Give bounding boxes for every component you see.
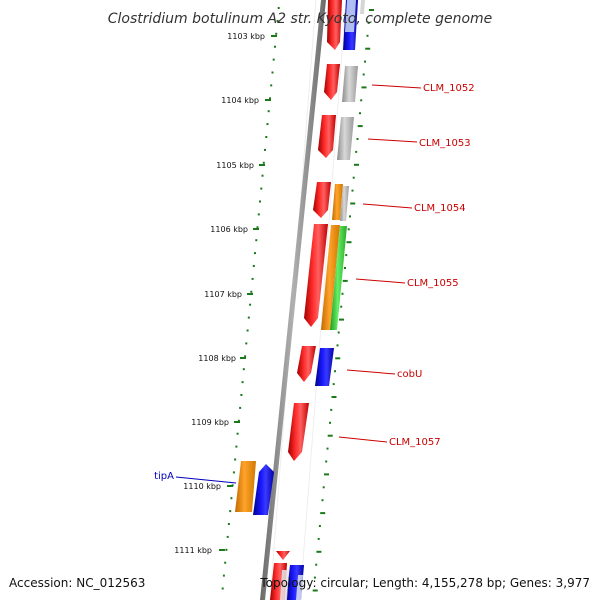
- gene-label-clm-1054: CLM_1054: [414, 203, 466, 214]
- gene-arrow-blue: [253, 464, 274, 515]
- gene-label-clm-1053: CLM_1053: [419, 138, 471, 149]
- scale-tick-labels: 1103 kbp 1104 kbp 1105 kbp 1106 kbp 1107…: [174, 32, 265, 555]
- gene-arrow-red: [318, 115, 336, 158]
- gene-labels: CLM_1052 CLM_1053 CLM_1054 CLM_1055 cobU…: [154, 83, 475, 482]
- gene-arrow-red: [276, 551, 290, 560]
- gene-arrow-green: [330, 226, 347, 330]
- leader-line: [175, 476, 237, 484]
- scale-tick-track: [219, 7, 280, 590]
- gene-features: [235, 0, 365, 600]
- gene-label-clm-1057: CLM_1057: [389, 437, 441, 448]
- tick-label-1111: 1111 kbp: [174, 546, 212, 555]
- gene-arrow-red: [304, 224, 328, 327]
- gene-arrow-lightblue: [345, 0, 356, 32]
- tick-label-1109: 1109 kbp: [191, 418, 229, 427]
- leader-line: [355, 278, 406, 284]
- gene-arrow-red: [297, 346, 316, 382]
- tick-label-1105: 1105 kbp: [216, 161, 254, 170]
- gc-content-track: [312, 9, 374, 592]
- tick-label-1106: 1106 kbp: [210, 225, 248, 234]
- map-title: Clostridium botulinum A2 str. Kyoto, com…: [108, 11, 493, 27]
- gene-arrow-light: [280, 570, 289, 600]
- tick-label-1107: 1107 kbp: [204, 290, 242, 299]
- gene-arrow-red: [288, 403, 309, 461]
- gene-label-clm-1052: CLM_1052: [423, 83, 475, 94]
- label-leaders: [175, 84, 422, 484]
- tick-label-1104: 1104 kbp: [221, 96, 259, 105]
- gene-label-tipa: tipA: [154, 471, 174, 482]
- gene-arrow-orange: [332, 184, 343, 220]
- leader-line: [362, 203, 413, 209]
- genome-summary-text: Topology: circular; Length: 4,155,278 bp…: [259, 576, 590, 590]
- tick-label-1103: 1103 kbp: [227, 32, 265, 41]
- gene-arrow-gray: [342, 66, 358, 102]
- gene-arrow-gray: [340, 186, 349, 221]
- gene-arrow-orange: [235, 461, 256, 512]
- tick-label-1108: 1108 kbp: [198, 354, 236, 363]
- gene-arrow-red: [327, 0, 342, 50]
- genome-backbone: [260, 0, 326, 600]
- gene-arrow-gray: [337, 117, 354, 160]
- leader-line: [371, 84, 422, 89]
- accession-text: Accession: NC_012563: [9, 576, 145, 590]
- gene-fragment: [360, 0, 365, 14]
- gene-arrow-light: [296, 575, 303, 600]
- gene-arrow-red: [324, 64, 340, 100]
- gene-arrow-blue: [315, 348, 334, 386]
- gene-arrow-orange: [321, 225, 340, 330]
- gene-label-clm-1055: CLM_1055: [407, 278, 459, 289]
- leader-line: [367, 138, 418, 143]
- leader-line: [346, 369, 396, 375]
- track-guide-line: [299, 0, 347, 600]
- gene-label-cobu: cobU: [397, 369, 422, 380]
- tick-label-1110: 1110 kbp: [183, 482, 221, 491]
- gene-arrow-red: [313, 182, 331, 218]
- leader-line: [338, 436, 388, 443]
